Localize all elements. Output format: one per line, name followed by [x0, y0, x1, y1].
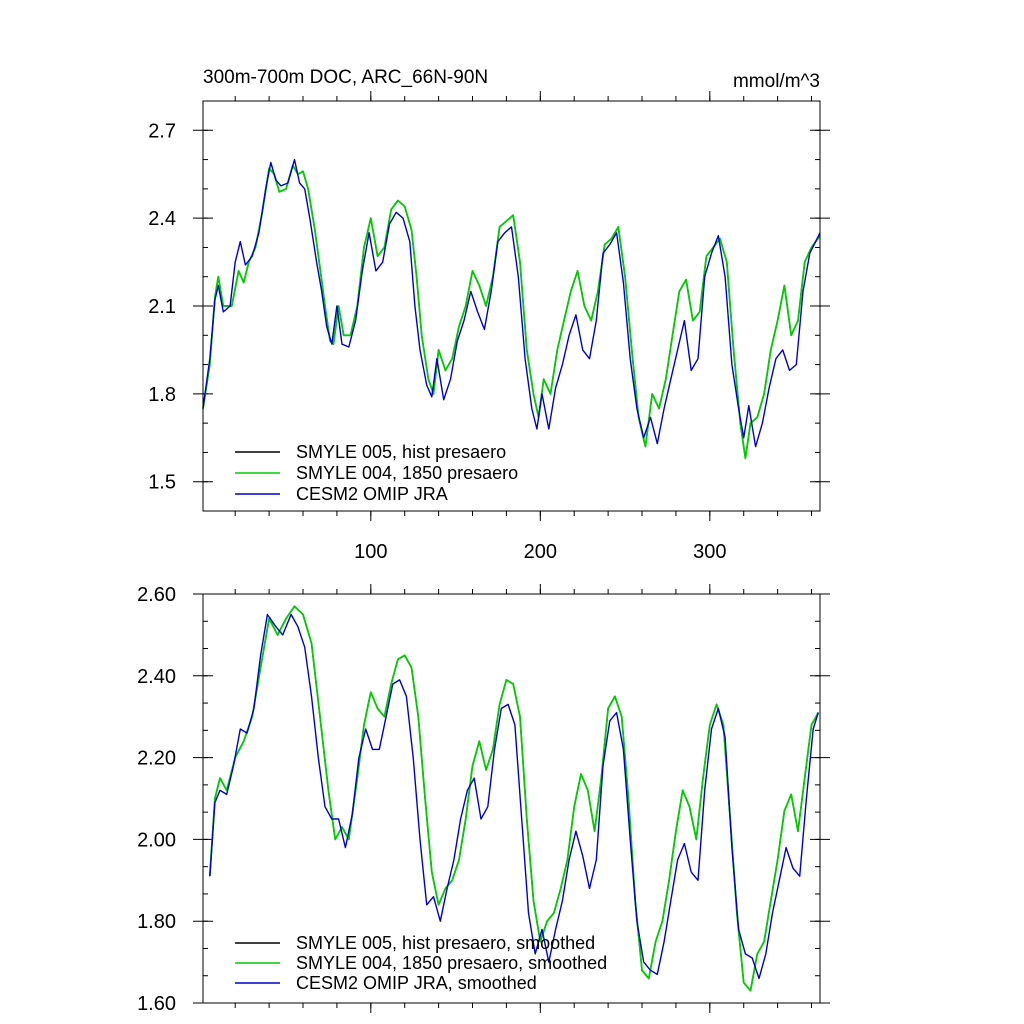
- top-plot-frame: [202, 100, 821, 512]
- legend-label-2: SMYLE 004, 1850 presaero: [296, 463, 518, 483]
- y-tick-label: 1.5: [148, 472, 176, 494]
- bottom-plot-area: 1.60 1.80 2.00 2.20 2.40 2.60: [137, 584, 830, 1015]
- y-tick-label: 2.60: [137, 584, 176, 606]
- y-tick-label: 1.80: [137, 911, 176, 933]
- y-tick-label: 2.4: [148, 208, 176, 230]
- legend-label-1: SMYLE 005, hist presaero: [296, 442, 506, 462]
- y-tick-label: 2.1: [148, 296, 176, 318]
- y-tick-label: 2.40: [137, 666, 176, 688]
- y-tick-label: 2.20: [137, 748, 176, 770]
- y-tick-label: 1.60: [137, 993, 176, 1015]
- series-line-3: [202, 158, 821, 448]
- bottom-legend: SMYLE 005, hist presaero, smoothedSMYLE …: [235, 933, 607, 993]
- y-tick-label: 2.00: [137, 829, 176, 851]
- legend-label-3: CESM2 OMIP JRA: [296, 484, 448, 504]
- x-tick-label: 200: [524, 541, 557, 563]
- bottom-panel: 1.60 1.80 2.00 2.20 2.40 2.60 SMYLE 005, hist…: [137, 584, 830, 1015]
- series-line-3: [209, 613, 819, 980]
- top-panel-title: 300m-700m DOC, ARC_66N-90N: [203, 67, 488, 88]
- x-tick-label: 100: [354, 541, 387, 563]
- y-tick-label: 1.8: [148, 384, 176, 406]
- legend-label-1: SMYLE 005, hist presaero, smoothed: [296, 933, 595, 953]
- legend-label-3: CESM2 OMIP JRA, smoothed: [296, 973, 537, 993]
- x-tick-label: 300: [693, 541, 726, 563]
- legend-label-2: SMYLE 004, 1850 presaero, smoothed: [296, 953, 607, 973]
- top-plot-area: 1.5 1.8 2.1 2.4 2.7 100 200 300: [148, 91, 830, 563]
- y-tick-label: 2.7: [148, 120, 176, 142]
- bottom-plot-frame: [202, 593, 821, 1004]
- top-panel: 300m-700m DOC, ARC_66N-90N mmol/m^3 1.51…: [148, 67, 830, 563]
- top-panel-units: mmol/m^3: [733, 71, 820, 92]
